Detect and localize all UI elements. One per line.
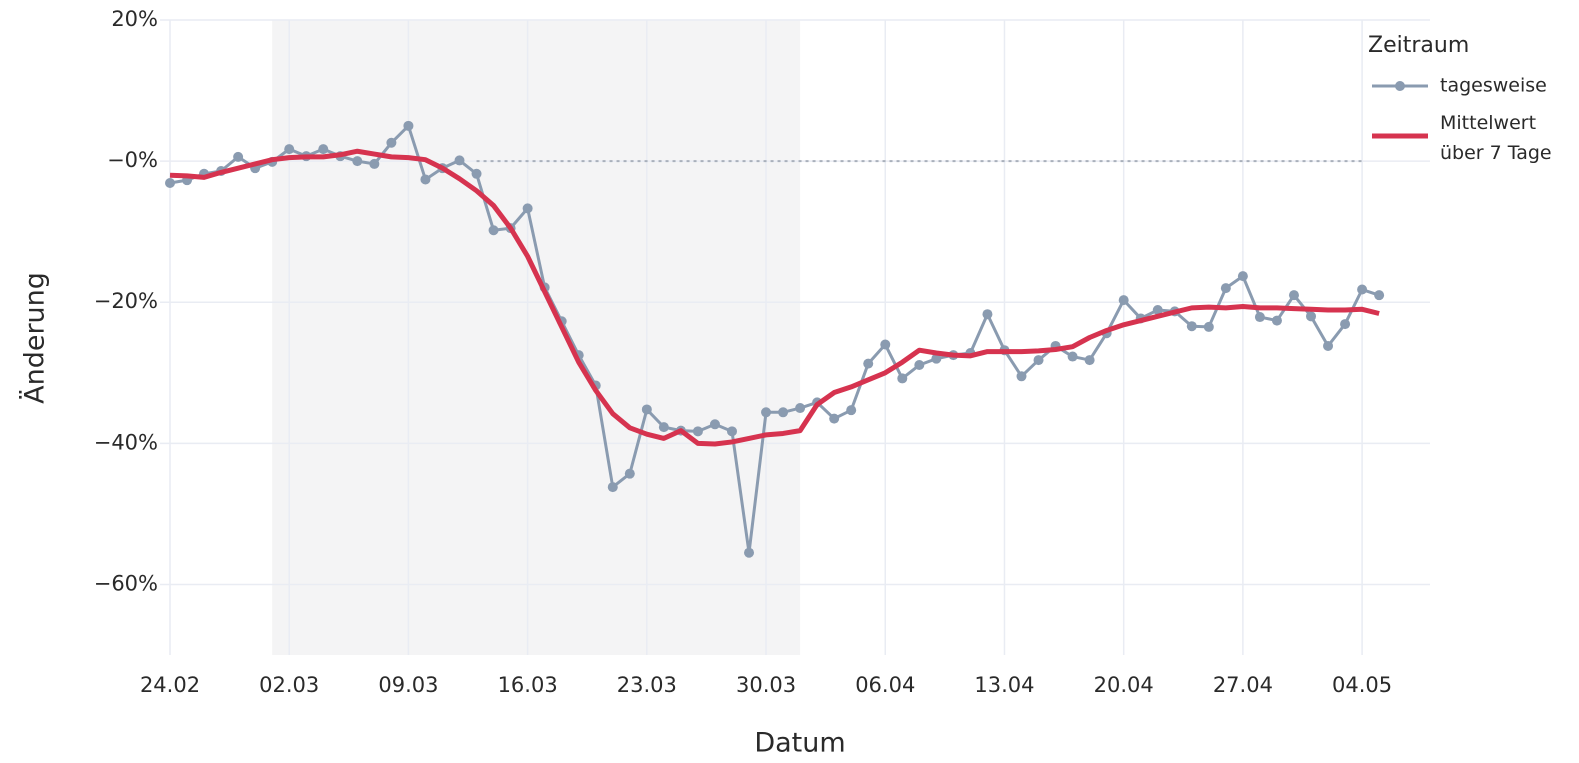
data-point [488,225,499,236]
x-axis-title: Datum [754,728,845,759]
highlight-band [272,20,801,655]
legend-title: Zeitraum [1368,33,1469,58]
data-point [522,203,533,214]
x-tick-label: 24.02 [140,673,200,697]
data-point [658,422,669,433]
data-point [982,309,993,320]
x-tick-label: 06.04 [855,673,915,697]
x-tick-label: 27.04 [1213,673,1273,697]
data-point [914,360,925,371]
legend: Zeitraum tagesweise Mittelwert über 7 Tage [1368,33,1552,164]
data-point [931,353,942,364]
x-tick-label: 02.03 [259,673,319,697]
data-point [386,137,397,148]
data-point [863,358,874,369]
data-point [1340,319,1351,330]
data-point [744,547,755,558]
legend-marker [1395,81,1405,91]
data-point [1357,284,1368,295]
data-point [846,405,857,416]
data-point [641,404,652,415]
data-point [165,177,175,188]
data-point [1067,351,1078,362]
grid-layer [160,19,1430,655]
labels-layer: Datum Änderung 20% −0% −20% −40% −60% 24.02 02… [19,7,1393,759]
data-point [471,168,482,179]
data-point [880,339,891,350]
legend-label: Mittelwert über 7 Tage [1440,112,1552,164]
data-point [897,373,908,384]
x-tick-label: 16.03 [498,673,558,697]
data-point [1220,283,1231,294]
data-point [1237,271,1248,282]
y-axis-title: Änderung [19,272,51,404]
data-point [1254,312,1265,323]
data-point [318,144,329,155]
data-point [761,407,772,418]
data-point [454,155,465,166]
marks-layer [165,120,1385,558]
x-tick-label: 04.05 [1332,673,1392,697]
data-point [607,482,618,493]
data-point [1288,290,1299,301]
data-point [284,144,295,155]
data-point [233,151,244,162]
series-line [169,148,1380,447]
data-point [1084,355,1095,366]
x-tick-label: 30.03 [736,673,796,697]
data-point [778,407,789,418]
data-point [1186,321,1197,332]
x-tick-label: 20.04 [1094,673,1154,697]
data-point [1271,315,1282,326]
data-point [1033,355,1044,366]
x-tick-label: 09.03 [378,673,438,697]
data-point [1323,340,1334,351]
y-tick-label: 20% [111,7,158,31]
data-point [692,426,703,437]
data-point [624,468,635,479]
data-point [369,158,380,169]
data-point [403,120,414,131]
data-point [1118,295,1129,306]
data-point [1306,311,1317,322]
y-tick-label: −0% [107,148,158,172]
data-point [1152,304,1163,315]
data-point [1016,371,1027,382]
data-point [352,156,363,167]
data-point [726,426,737,437]
legend-label: tagesweise [1440,75,1547,97]
x-tick-label: 13.04 [974,673,1034,697]
data-point [829,413,840,424]
data-point [420,174,431,185]
y-tick-label: −60% [94,571,158,595]
data-point [795,403,806,414]
x-tick-label: 23.03 [617,673,677,697]
y-tick-label: −40% [94,430,158,454]
data-point [1374,290,1385,301]
data-point [709,419,720,430]
y-tick-label: −20% [94,289,158,313]
data-point [1203,321,1214,332]
background-layer [272,20,801,655]
